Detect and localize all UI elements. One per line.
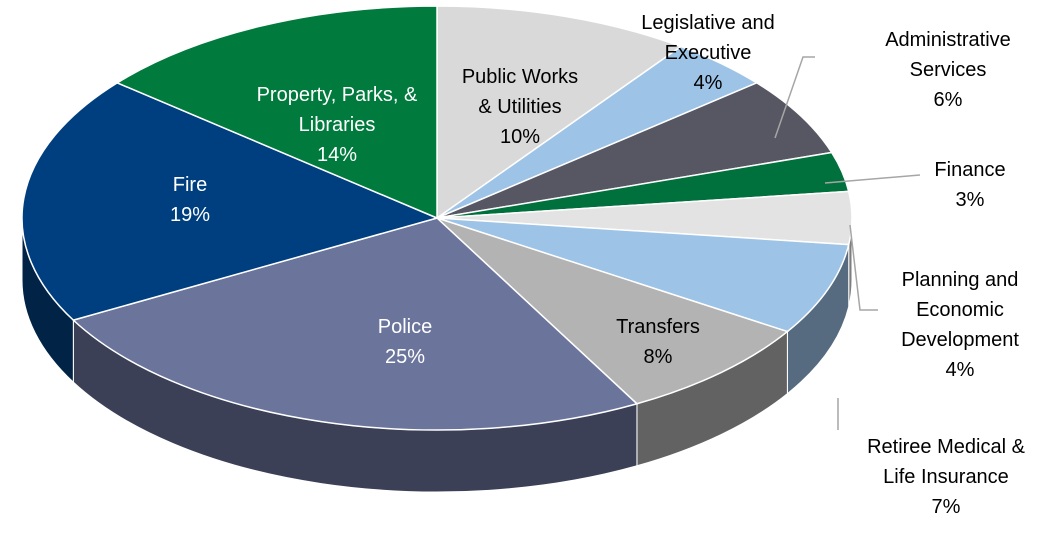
leader-line [849,224,878,311]
category-label: Finance [934,159,1006,181]
value-label: 10% [499,126,541,148]
leader-line [824,174,921,184]
slice [436,5,683,220]
slice-label: Fire 19% [70,170,310,230]
slice [436,217,789,405]
category-label: Administrative Services [885,29,1011,81]
value-label: 25% [384,346,426,368]
category-label: Police [377,316,433,338]
leader-line [774,56,815,139]
pie-sides [21,217,853,493]
value-label: 4% [693,72,723,94]
value-label: 3% [955,189,985,211]
value-label: 8% [643,346,673,368]
slice [436,82,833,219]
value-label: 7% [931,496,961,518]
slice-label: Planning and Economic Development 4% [840,265,1049,385]
slice [71,217,639,431]
slice [436,217,850,333]
slice-label: Property, Parks, & Libraries 14% [217,80,457,170]
category-label: Property, Parks, & Libraries [256,84,418,136]
category-label: Retiree Medical & Life Insurance [867,436,1025,488]
pie-tops [21,5,853,431]
slice [21,82,440,321]
slice-label: Transfers 8% [538,312,778,372]
leader-lines [774,56,921,430]
category-label: Transfers [616,316,700,338]
value-label: 14% [316,144,358,166]
slice-label: Administrative Services 6% [828,25,1049,115]
value-label: 19% [169,204,211,226]
value-label: 6% [933,89,963,111]
category-label: Fire [172,174,208,196]
slice-label: Public Works & Utilities 10% [400,62,640,152]
slice-label: Retiree Medical & Life Insurance 7% [826,432,1049,522]
category-label: Legislative and Executive [641,12,775,64]
category-label: Public Works & Utilities [461,66,579,118]
slice [115,5,438,220]
slice-label: Police 25% [285,312,525,372]
value-label: 4% [945,359,975,381]
category-label: Planning and Economic Development [901,269,1019,351]
slice-label: Finance 3% [850,155,1049,215]
slice-label: Legislative and Executive 4% [588,8,828,98]
